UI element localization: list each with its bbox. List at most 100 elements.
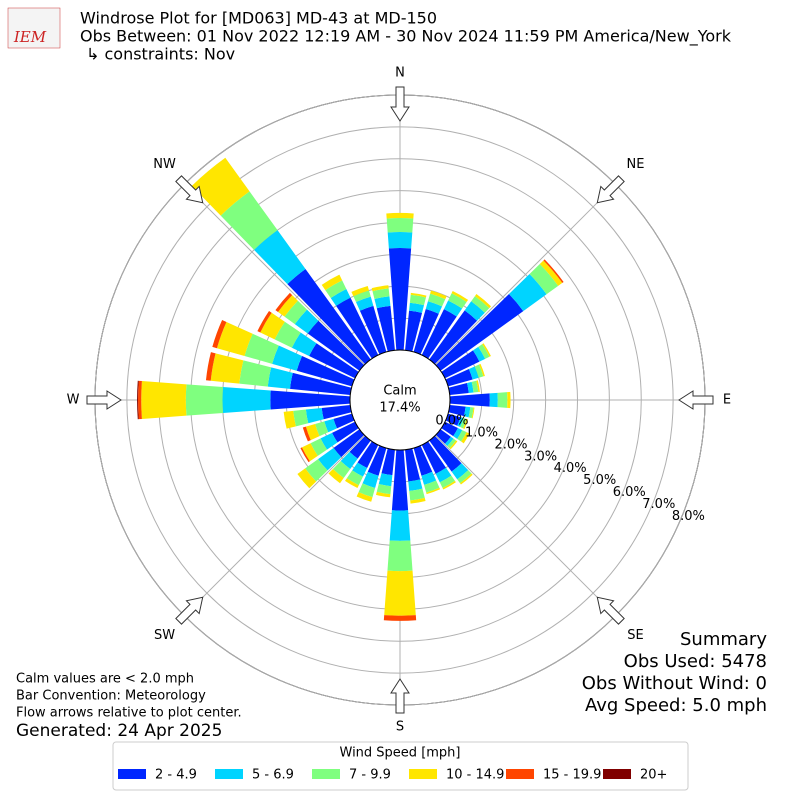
wind-bar	[300, 447, 310, 463]
wind-bar	[351, 285, 370, 297]
wind-bar	[424, 480, 440, 493]
legend-label: 2 - 4.9	[155, 768, 197, 783]
grid-spoke	[183, 183, 365, 365]
legend-swatch	[603, 769, 631, 779]
wind-bar	[212, 320, 227, 349]
flow-arrow	[390, 678, 410, 714]
arrow-shape	[390, 86, 410, 122]
title-line: ↳ constraints: Nov	[86, 45, 235, 64]
wind-bar	[185, 384, 223, 416]
arrow-shape	[596, 596, 625, 625]
y-tick-label: 1.0%	[465, 425, 498, 440]
wind-bar	[435, 467, 452, 483]
wind-bar	[453, 428, 463, 439]
arrow-shape	[390, 678, 410, 714]
wind-bar	[497, 392, 508, 408]
wind-bar	[296, 355, 355, 387]
wind-bar	[425, 301, 443, 314]
wind-bar	[426, 487, 441, 495]
title-line: Obs Between: 01 Nov 2022 12:19 AM - 30 N…	[80, 27, 732, 47]
wind-bar	[410, 292, 427, 298]
wind-bar	[260, 312, 285, 340]
flow-arrow	[596, 175, 625, 204]
wind-bar	[421, 471, 437, 485]
wind-bar	[441, 421, 458, 437]
wind-bar	[539, 260, 563, 286]
wind-bar	[328, 468, 344, 484]
arrow-shape	[86, 390, 122, 410]
arrow-shape	[175, 175, 204, 204]
wind-bar	[291, 332, 317, 357]
wind-bar	[371, 285, 389, 292]
wind-bar	[318, 447, 342, 471]
wind-bar	[320, 432, 338, 450]
wind-bar	[386, 218, 414, 233]
wind-bar	[305, 407, 324, 424]
summary-line: Avg Speed: 5.0 mph	[585, 695, 767, 716]
wind-bar	[325, 280, 347, 299]
flow-arrow	[175, 596, 204, 625]
grid-spoke	[435, 435, 617, 617]
note: Bar Convention: Meteorology	[16, 689, 206, 704]
wind-bar	[205, 352, 216, 381]
wind-bar	[287, 268, 371, 365]
flow-arrow	[678, 390, 714, 410]
wind-bar	[408, 479, 423, 491]
wind-bar	[345, 478, 359, 489]
compass-label: SE	[627, 628, 643, 643]
wind-bar	[482, 343, 491, 357]
wind-bar	[191, 157, 250, 216]
wind-bar	[330, 288, 351, 306]
wind-bar	[324, 418, 337, 433]
arrow-shape	[596, 175, 625, 204]
calm-circle	[349, 349, 451, 451]
y-tick-label: 0.0%	[435, 413, 468, 428]
wind-bar	[388, 248, 412, 351]
wind-bar	[349, 435, 371, 459]
wind-bar	[405, 448, 421, 482]
y-tick-label: 8.0%	[672, 509, 705, 524]
y-tick-label: 7.0%	[642, 497, 675, 512]
wind-bar	[321, 405, 352, 420]
wind-bar	[309, 343, 359, 379]
wind-bar	[478, 344, 490, 359]
calm-value: 17.4%	[379, 401, 420, 416]
wind-bar	[409, 488, 425, 501]
wind-bar	[405, 310, 423, 352]
wind-bar	[448, 405, 466, 417]
wind-bar	[476, 380, 480, 393]
wind-bar	[507, 391, 511, 409]
wind-bar	[362, 471, 379, 488]
wind-bar	[332, 421, 359, 443]
wind-bar	[457, 470, 472, 484]
flow-arrow	[86, 390, 122, 410]
wind-bar	[457, 430, 467, 442]
wind-bar	[257, 310, 272, 333]
wind-bar	[467, 381, 474, 394]
logo-box	[7, 7, 61, 49]
generated: Generated: 24 Apr 2025	[16, 721, 222, 741]
wind-bar	[372, 288, 390, 299]
wind-bar	[421, 309, 457, 359]
wind-bar	[278, 295, 298, 317]
summary-line: Obs Without Wind: 0	[582, 673, 767, 694]
wind-bar	[302, 426, 311, 442]
wind-bar	[543, 259, 564, 283]
grid-spoke	[435, 183, 617, 365]
wind-bar	[307, 320, 365, 371]
wind-bar	[384, 570, 416, 616]
wind-bar	[421, 441, 447, 474]
legend-swatch	[215, 769, 243, 779]
wind-bar	[352, 462, 368, 477]
wind-bar	[443, 300, 463, 317]
grid-spoke	[183, 435, 365, 617]
wind-bar	[447, 438, 457, 449]
wind-bar	[321, 274, 343, 291]
wind-bar	[461, 432, 470, 444]
wind-bar	[387, 540, 413, 572]
wind-bar	[451, 290, 469, 302]
wind-bar	[305, 424, 320, 441]
wind-bar	[346, 470, 363, 486]
wind-bar	[290, 372, 352, 395]
wind-bar	[389, 510, 411, 541]
